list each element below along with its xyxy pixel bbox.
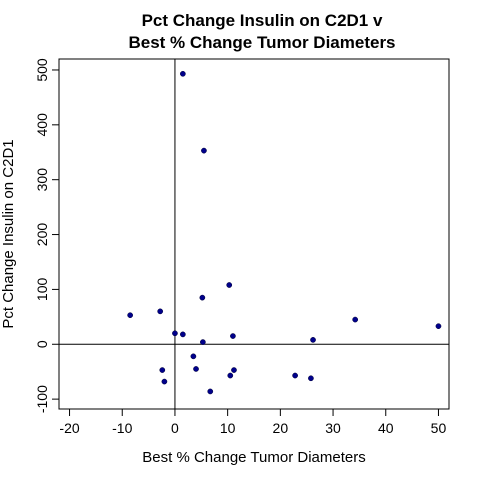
y-tick-label: -100	[34, 385, 50, 413]
x-tick-label: -10	[112, 420, 132, 436]
data-point	[180, 331, 186, 338]
data-point	[308, 375, 314, 382]
data-point	[193, 366, 199, 372]
data-point	[161, 378, 168, 385]
data-point	[190, 353, 197, 360]
data-point	[435, 323, 442, 330]
x-tick-label: 30	[325, 420, 341, 436]
x-tick-label: 20	[273, 420, 289, 436]
y-tick-label: 500	[34, 58, 50, 82]
data-point	[227, 372, 234, 379]
x-tick-label: -20	[59, 420, 79, 436]
data-point	[172, 330, 178, 337]
y-axis: -100 0 100 200 300 400 500	[34, 58, 59, 413]
data-point	[231, 367, 237, 373]
x-axis-label: Best % Change Tumor Diameters	[142, 449, 365, 466]
data-point	[352, 316, 359, 323]
data-point	[180, 70, 186, 77]
y-tick-label: 400	[34, 113, 50, 137]
data-point	[310, 337, 316, 343]
data-points	[127, 70, 442, 395]
chart-subtitle: Best % Change Tumor Diameters	[128, 33, 395, 52]
data-point	[292, 372, 298, 379]
x-tick-label: 40	[378, 420, 394, 436]
data-point	[200, 339, 206, 345]
x-tick-label: 50	[431, 420, 447, 436]
y-tick-label: 200	[34, 223, 50, 247]
data-point	[201, 147, 207, 154]
chart-title: Pct Change Insulin on C2D1 v	[142, 11, 383, 30]
plot-frame	[58, 58, 450, 410]
x-tick-label: 10	[220, 420, 236, 436]
data-point	[207, 388, 214, 395]
y-tick-label: 0	[34, 340, 50, 348]
data-point	[226, 282, 233, 288]
data-point	[127, 312, 133, 319]
x-axis: -20 -10 0 10 20 30 40 50	[59, 409, 446, 436]
y-axis-label: Pct Change Insulin on C2D1	[0, 139, 17, 328]
data-point	[157, 308, 164, 315]
data-point	[159, 367, 166, 373]
x-tick-label: 0	[171, 420, 179, 436]
data-point	[199, 294, 206, 301]
data-point	[230, 333, 236, 339]
y-tick-label: 100	[34, 278, 50, 302]
y-tick-label: 300	[34, 168, 50, 192]
